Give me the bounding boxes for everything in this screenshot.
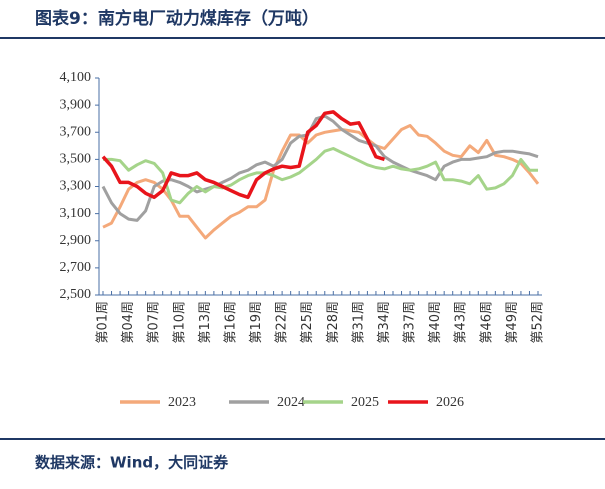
x-tick-label: 第37周 <box>403 301 418 344</box>
y-tick-label: 2,500 <box>60 287 92 302</box>
line-series <box>101 110 386 200</box>
x-tick-label: 第13周 <box>198 301 213 344</box>
y-tick-label: 3,300 <box>60 179 92 194</box>
x-tick-label: 第04周 <box>121 301 136 344</box>
x-tick-label: 第40周 <box>428 301 443 344</box>
x-tick-label: 第07周 <box>147 301 162 344</box>
y-tick-label: 4,100 <box>60 70 92 85</box>
line-series <box>103 147 538 205</box>
footer-rule <box>0 438 605 440</box>
x-tick-label: 第46周 <box>479 301 494 344</box>
legend-label: 2023 <box>168 395 196 410</box>
x-tick-label: 第28周 <box>326 301 341 344</box>
y-tick-label: 3,900 <box>60 97 92 112</box>
legend-label: 2024 <box>277 395 305 410</box>
header-rule <box>0 37 605 39</box>
x-tick-label: 第43周 <box>454 301 469 344</box>
chart-title: 图表9：南方电厂动力煤库存（万吨） <box>35 8 319 29</box>
y-tick-label: 3,700 <box>60 124 92 139</box>
legend-label: 2026 <box>436 395 464 410</box>
x-tick-label: 第16周 <box>223 301 238 344</box>
line-series <box>101 114 539 222</box>
y-tick-label: 2,900 <box>60 233 92 248</box>
line-series <box>102 124 540 240</box>
source: 数据来源：Wind，大同证券 <box>35 454 229 472</box>
x-tick-label: 第01周 <box>96 301 111 344</box>
x-tick-label: 第22周 <box>275 301 290 344</box>
x-tick-label: 第31周 <box>351 301 366 344</box>
x-tick-label: 第25周 <box>300 301 315 344</box>
y-tick-label: 2,700 <box>60 260 92 275</box>
x-tick-label: 第19周 <box>249 301 264 344</box>
x-tick-label: 第49周 <box>505 301 520 344</box>
x-tick-label: 第52周 <box>531 301 546 344</box>
legend-label: 2025 <box>351 395 379 410</box>
x-tick-label: 第34周 <box>377 301 392 344</box>
x-tick-label: 第10周 <box>172 301 187 344</box>
y-tick-label: 3,100 <box>60 206 92 221</box>
y-tick-label: 3,500 <box>60 152 92 167</box>
